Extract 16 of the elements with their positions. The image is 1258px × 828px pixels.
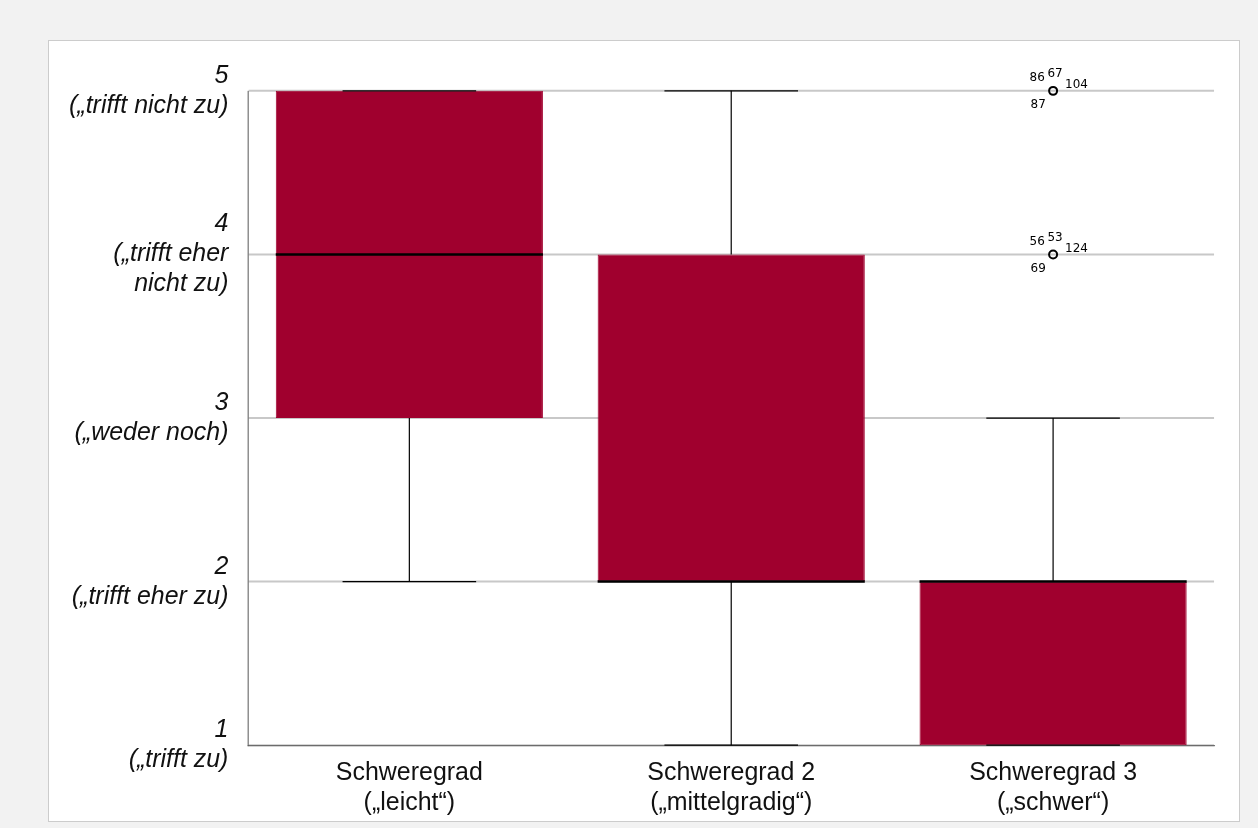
text: 67	[1047, 66, 1063, 81]
x-tick-label: Schweregrad („leicht“)	[335, 757, 483, 815]
annotation: 53	[1047, 229, 1063, 244]
annotation: 124	[1065, 240, 1088, 255]
annotation: 69	[1030, 260, 1046, 275]
y-tick-label: 2 („trifft eher zu)	[71, 550, 229, 609]
x-tick-label: Schweregrad 3 („schwer“)	[969, 757, 1138, 815]
y-tick-label: 1 („trifft zu)	[128, 714, 229, 773]
y-tick-label: 3 („weder noch)	[74, 387, 229, 445]
annotation: 104	[1065, 77, 1088, 91]
annotation: 87	[1030, 96, 1046, 111]
text: 86	[1029, 70, 1045, 85]
annotation: 56	[1029, 233, 1045, 248]
y-tick-label: 5 („trifft nicht zu)	[69, 59, 229, 118]
y-tick-label: 4 („trifft eher nicht zu)	[113, 208, 231, 297]
x-tick-label: Schweregrad 2 („mittelgradig“)	[647, 757, 816, 815]
